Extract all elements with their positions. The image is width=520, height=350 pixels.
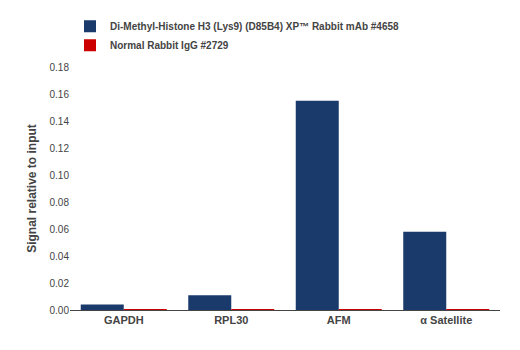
svg-text:0.12: 0.12 (50, 143, 70, 154)
svg-text:0.04: 0.04 (50, 251, 70, 262)
svg-text:0.16: 0.16 (50, 89, 70, 100)
svg-text:α Satellite: α Satellite (420, 314, 472, 326)
svg-text:Signal relative to input: Signal relative to input (25, 124, 39, 253)
svg-text:GAPDH: GAPDH (104, 314, 144, 326)
svg-text:0.10: 0.10 (50, 170, 70, 181)
svg-text:Di-Methyl-Histone H3 (Lys9) (D: Di-Methyl-Histone H3 (Lys9) (D85B4) XP™ … (110, 21, 399, 32)
svg-text:0.08: 0.08 (50, 197, 70, 208)
svg-text:AFM: AFM (327, 314, 351, 326)
svg-text:RPL30: RPL30 (214, 314, 248, 326)
svg-text:0.06: 0.06 (50, 224, 70, 235)
svg-text:0.18: 0.18 (50, 62, 70, 73)
svg-text:Normal Rabbit IgG #2729: Normal Rabbit IgG #2729 (110, 40, 229, 51)
svg-text:0.14: 0.14 (50, 116, 70, 127)
svg-text:0.02: 0.02 (50, 278, 70, 289)
svg-text:0.00: 0.00 (50, 305, 70, 316)
